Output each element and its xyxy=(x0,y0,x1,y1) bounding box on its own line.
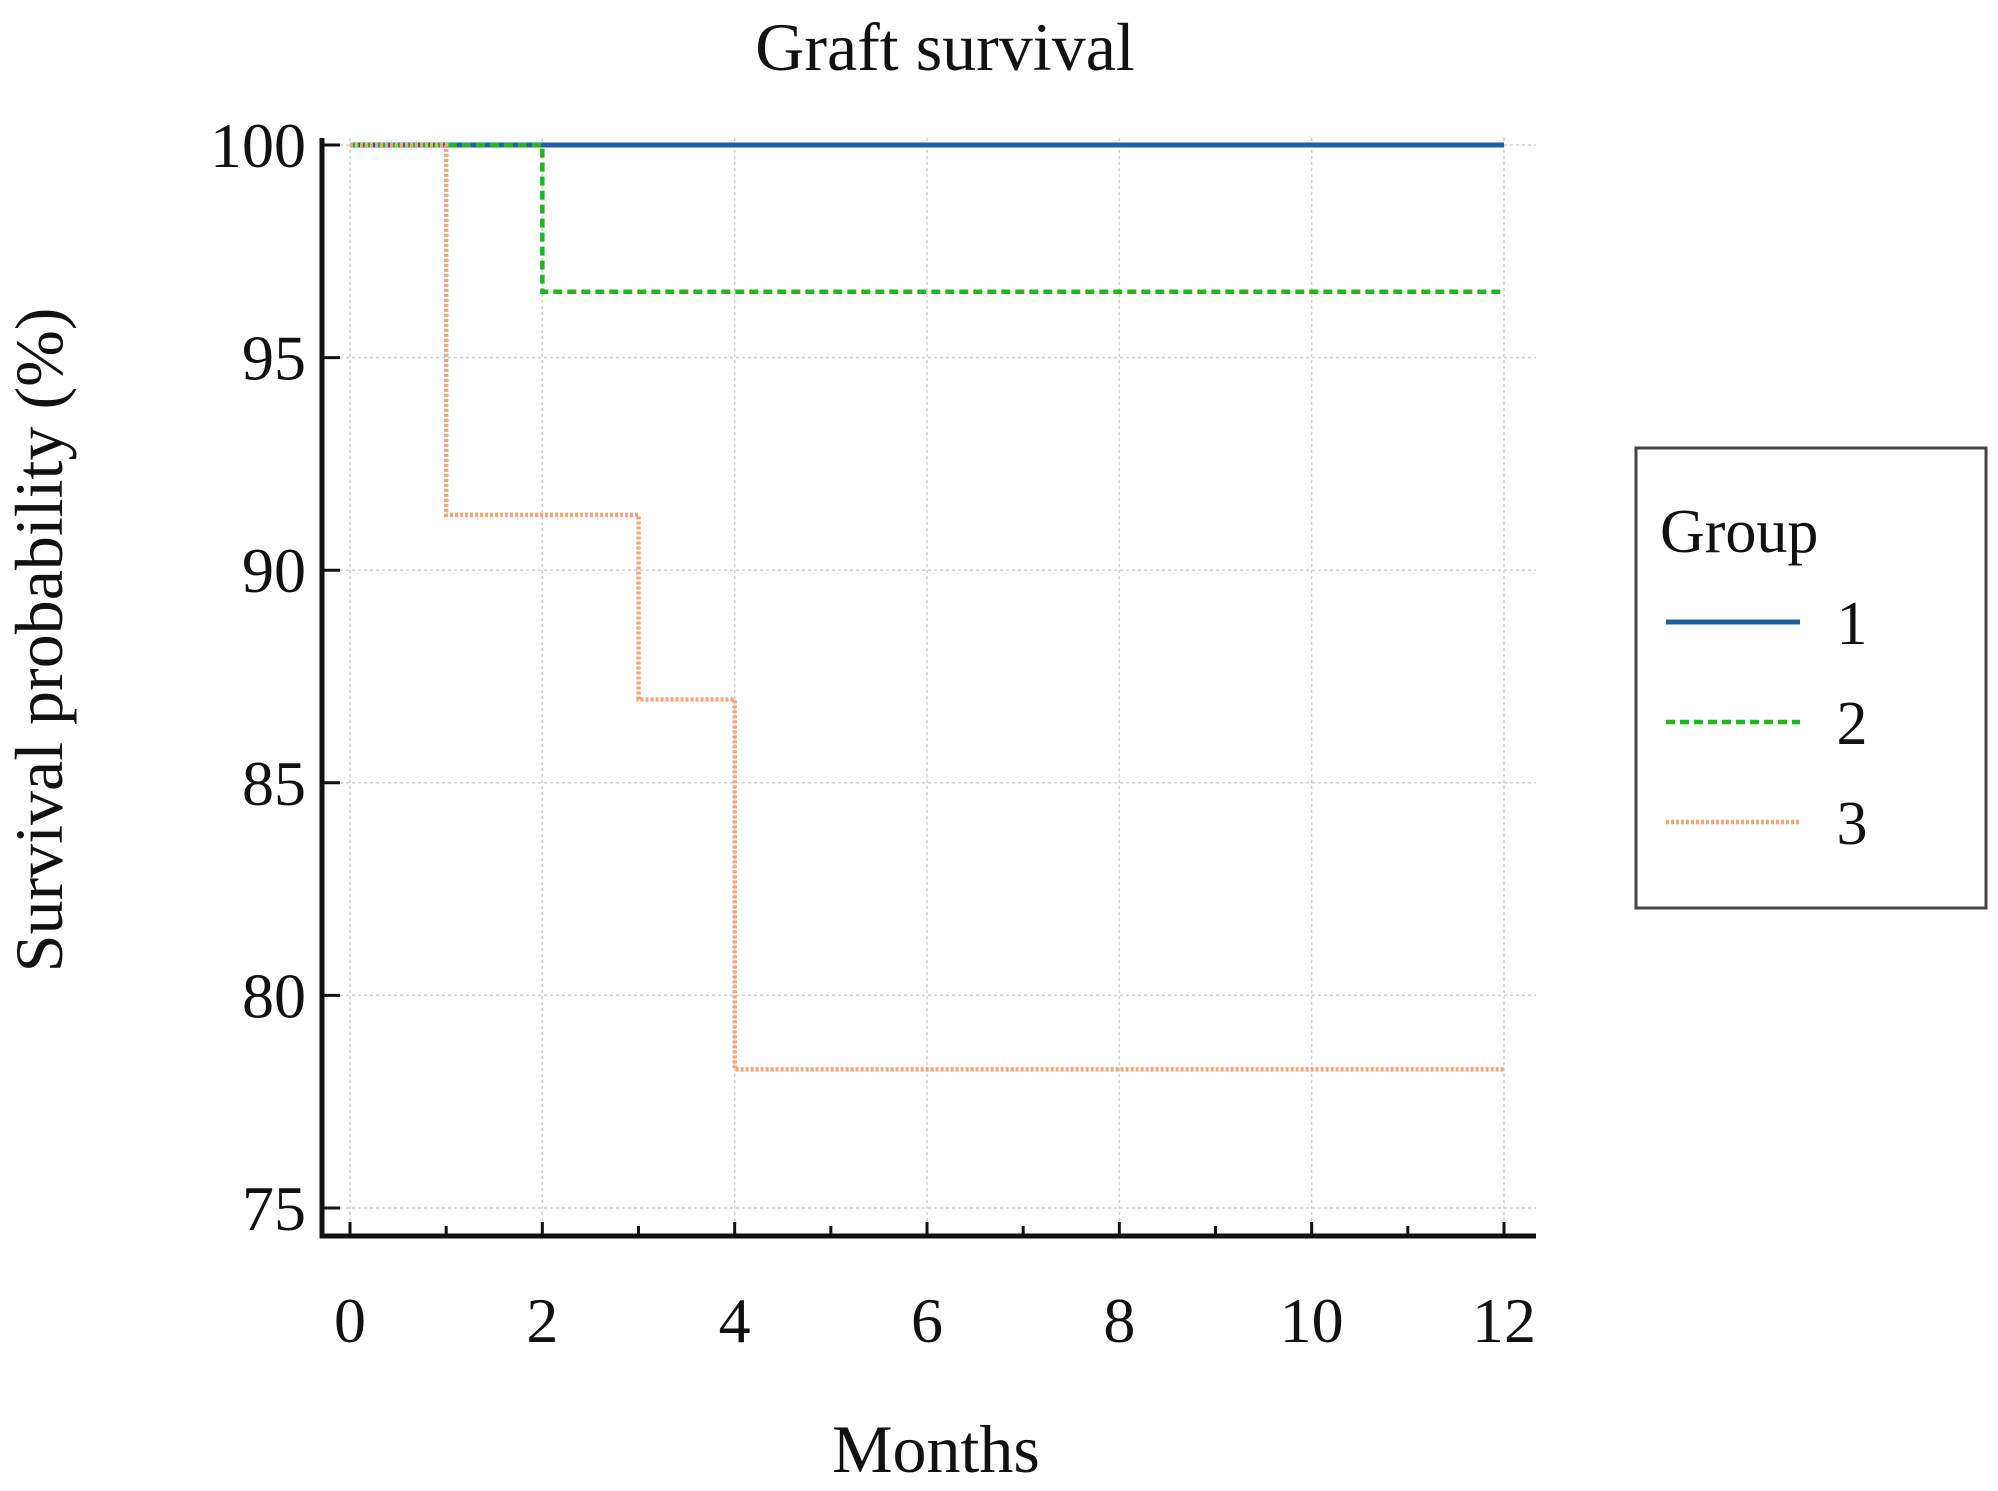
x-axis-label: Months xyxy=(832,1411,1040,1487)
series-line-group-3 xyxy=(350,142,1504,1072)
legend-label-group-1: 1 xyxy=(1837,590,1868,658)
y-ticks: 75 80 85 90 95 100 xyxy=(210,110,340,1244)
y-tick-label: 95 xyxy=(242,323,306,394)
legend-label-group-2: 2 xyxy=(1837,690,1868,758)
x-tick-label: 2 xyxy=(526,1285,558,1356)
legend-title: Group xyxy=(1660,498,1818,566)
legend: Group 1 2 3 xyxy=(1634,446,1988,910)
x-tick-label: 4 xyxy=(719,1285,751,1356)
series-line-group-2 xyxy=(350,142,1504,294)
x-tick-label: 6 xyxy=(911,1285,943,1356)
y-tick-label: 85 xyxy=(242,748,306,819)
legend-label-group-3: 3 xyxy=(1837,790,1868,858)
x-tick-label: 10 xyxy=(1280,1285,1344,1356)
plot-series xyxy=(350,142,1504,1072)
x-tick-label: 0 xyxy=(334,1285,366,1356)
axes xyxy=(319,138,1536,1239)
y-tick-label: 75 xyxy=(242,1173,306,1244)
axis-frame xyxy=(319,138,1536,1239)
chart-title: Graft survival xyxy=(755,9,1135,85)
grid-lines xyxy=(322,138,1536,1236)
y-tick-label: 80 xyxy=(242,960,306,1031)
y-tick-label: 90 xyxy=(242,535,306,606)
y-axis-label: Survival probability (%) xyxy=(1,308,77,973)
legend-box xyxy=(1634,446,1988,910)
legend-entries: 1 2 3 xyxy=(1666,590,1868,858)
x-tick-label: 8 xyxy=(1103,1285,1135,1356)
y-tick-label: 100 xyxy=(210,110,306,181)
x-tick-label: 12 xyxy=(1472,1285,1536,1356)
x-ticks: 0 2 4 6 8 10 12 xyxy=(334,1222,1536,1356)
